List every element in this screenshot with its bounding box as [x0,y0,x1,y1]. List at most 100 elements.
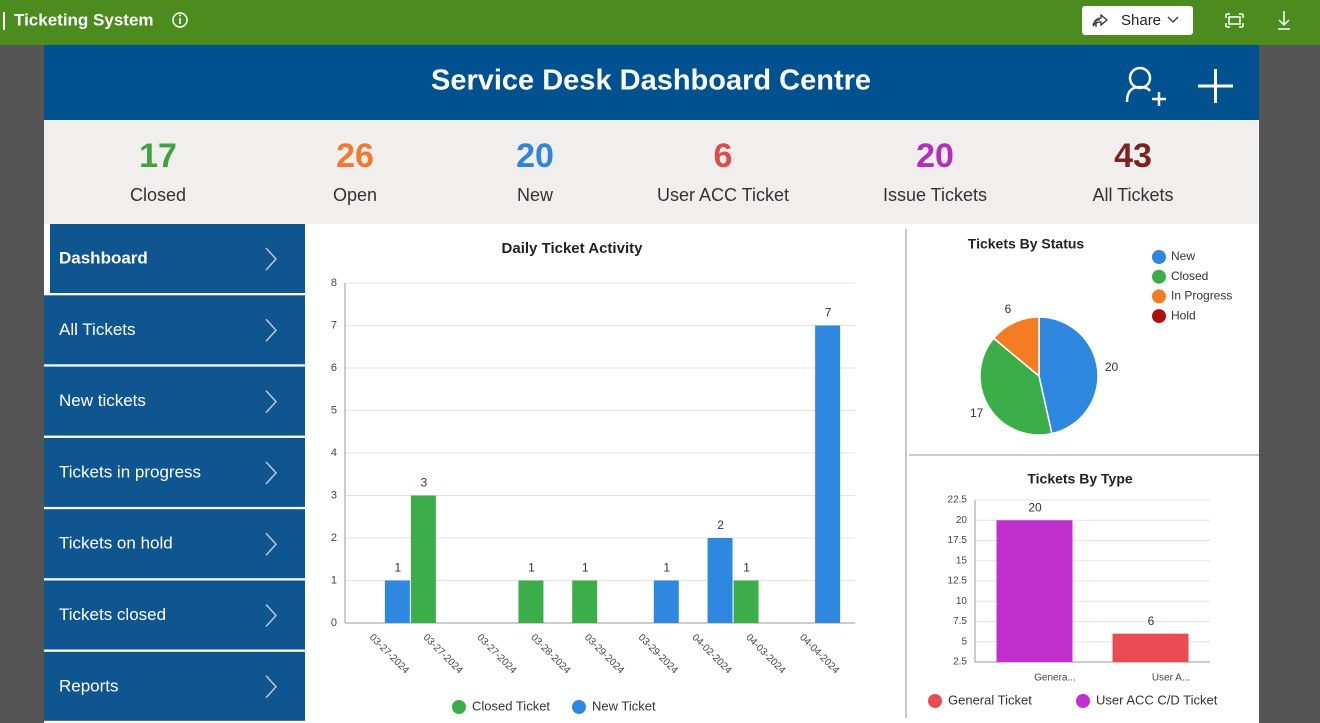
kpi-value: 17 [139,137,177,175]
kpi-value: 20 [916,137,954,175]
nav-chevron [265,675,278,699]
fit-icon[interactable] [1225,13,1244,28]
y-tick-label: 1 [331,574,337,586]
bar [572,580,598,623]
legend-marker [928,694,942,708]
y-tick-label: 8 [331,277,337,289]
pie-slice [992,316,1040,378]
nav-item[interactable] [44,651,305,721]
legend-marker [1152,250,1166,264]
kpi-label: All Tickets [1092,185,1173,205]
y-tick-label: 7.5 [953,616,967,627]
data-label: 20 [1028,500,1042,514]
y-tick-label: 10 [956,596,968,607]
pie-slice [1038,316,1099,435]
legend-label: In Progress [1171,289,1232,303]
bar [996,520,1073,662]
add-icon[interactable] [1198,69,1233,103]
header-title: Service Desk Dashboard Centre [431,65,871,97]
bar [707,538,733,623]
data-label: 1 [743,561,750,575]
data-label: 1 [528,561,535,575]
nav-label[interactable]: Tickets closed [59,605,166,624]
nav-chevron [265,461,278,485]
legend-label: New Ticket [592,698,656,713]
nav-item[interactable] [44,366,305,436]
separator [909,454,1259,456]
add-user-icon[interactable] [1125,66,1166,106]
data-label: 1 [395,561,402,575]
y-tick-label: 0 [331,617,337,629]
nav-chevron [265,318,278,342]
share-button[interactable]: Share [1082,6,1193,35]
kpi-label: Closed [130,185,186,205]
data-label: 3 [421,476,428,490]
kpi-value: 6 [714,137,733,175]
nav-chevron [265,532,278,556]
nav-item[interactable] [44,437,305,507]
legend-label: Closed [1171,269,1208,283]
data-label: 2 [717,518,724,532]
x-tick-label: User A... [1152,673,1190,684]
nav-item[interactable] [44,580,305,650]
share-label[interactable]: Share [1121,12,1161,29]
bar [1112,633,1189,662]
header [44,45,1259,120]
chart-title: Tickets By Status [968,236,1085,252]
bar [733,580,759,623]
kpi-value: 43 [1114,137,1152,175]
nav-item[interactable] [44,295,305,365]
chart-title: Daily Ticket Activity [502,240,644,257]
data-label: 6 [1005,302,1012,316]
info-icon[interactable] [172,12,188,28]
y-tick-label: 20 [956,515,968,526]
nav-label[interactable]: Tickets in progress [59,462,201,481]
y-tick-label: 3 [331,489,337,501]
legend-label: User ACC C/D Ticket [1096,692,1218,707]
data-label: 20 [1105,360,1119,374]
legend-label: General Ticket [948,692,1032,707]
y-tick-label: 6 [331,362,337,374]
data-label: 17 [970,406,984,420]
kpi-value: 20 [516,137,554,175]
nav-label[interactable]: New tickets [59,391,146,410]
nav-label[interactable]: Dashboard [59,248,148,267]
y-tick-label: 5 [961,636,967,647]
data-label: 6 [1148,614,1155,628]
y-tick-label: 17.5 [948,535,968,546]
legend-label: New [1171,249,1195,263]
nav-label[interactable]: Reports [59,676,119,695]
download-icon[interactable] [1278,11,1290,30]
kpi-label: New [517,185,554,205]
y-tick-label: 7 [331,319,337,331]
nav-item[interactable] [44,509,305,579]
kpi-label: User ACC Ticket [657,185,789,205]
nav-label[interactable]: All Tickets [59,320,136,339]
nav-label[interactable]: Tickets on hold [59,534,173,553]
kpi-label: Open [333,185,377,205]
y-tick-label: 15 [956,555,968,566]
bar [518,580,544,623]
bar [653,580,679,623]
chart-title: Tickets By Type [1027,471,1133,487]
nav-active-marker [44,224,50,293]
y-tick-label: 12.5 [948,576,968,587]
nav-chevron [265,390,278,414]
bar [410,495,436,623]
legend-label: Closed Ticket [472,698,550,713]
x-tick-label: Genera... [1034,673,1076,684]
nav-item[interactable] [44,224,305,293]
separator [905,229,907,718]
nav-chevron [265,247,278,271]
legend-marker [1152,269,1166,284]
y-tick-label: 22.5 [948,495,968,506]
data-label: 1 [663,561,670,575]
y-tick-label: 2 [331,532,337,544]
bar [384,580,410,623]
kpi-strip [44,120,1259,224]
data-label: 7 [825,306,832,320]
legend-marker [572,700,586,714]
y-tick-label: 4 [331,447,337,459]
